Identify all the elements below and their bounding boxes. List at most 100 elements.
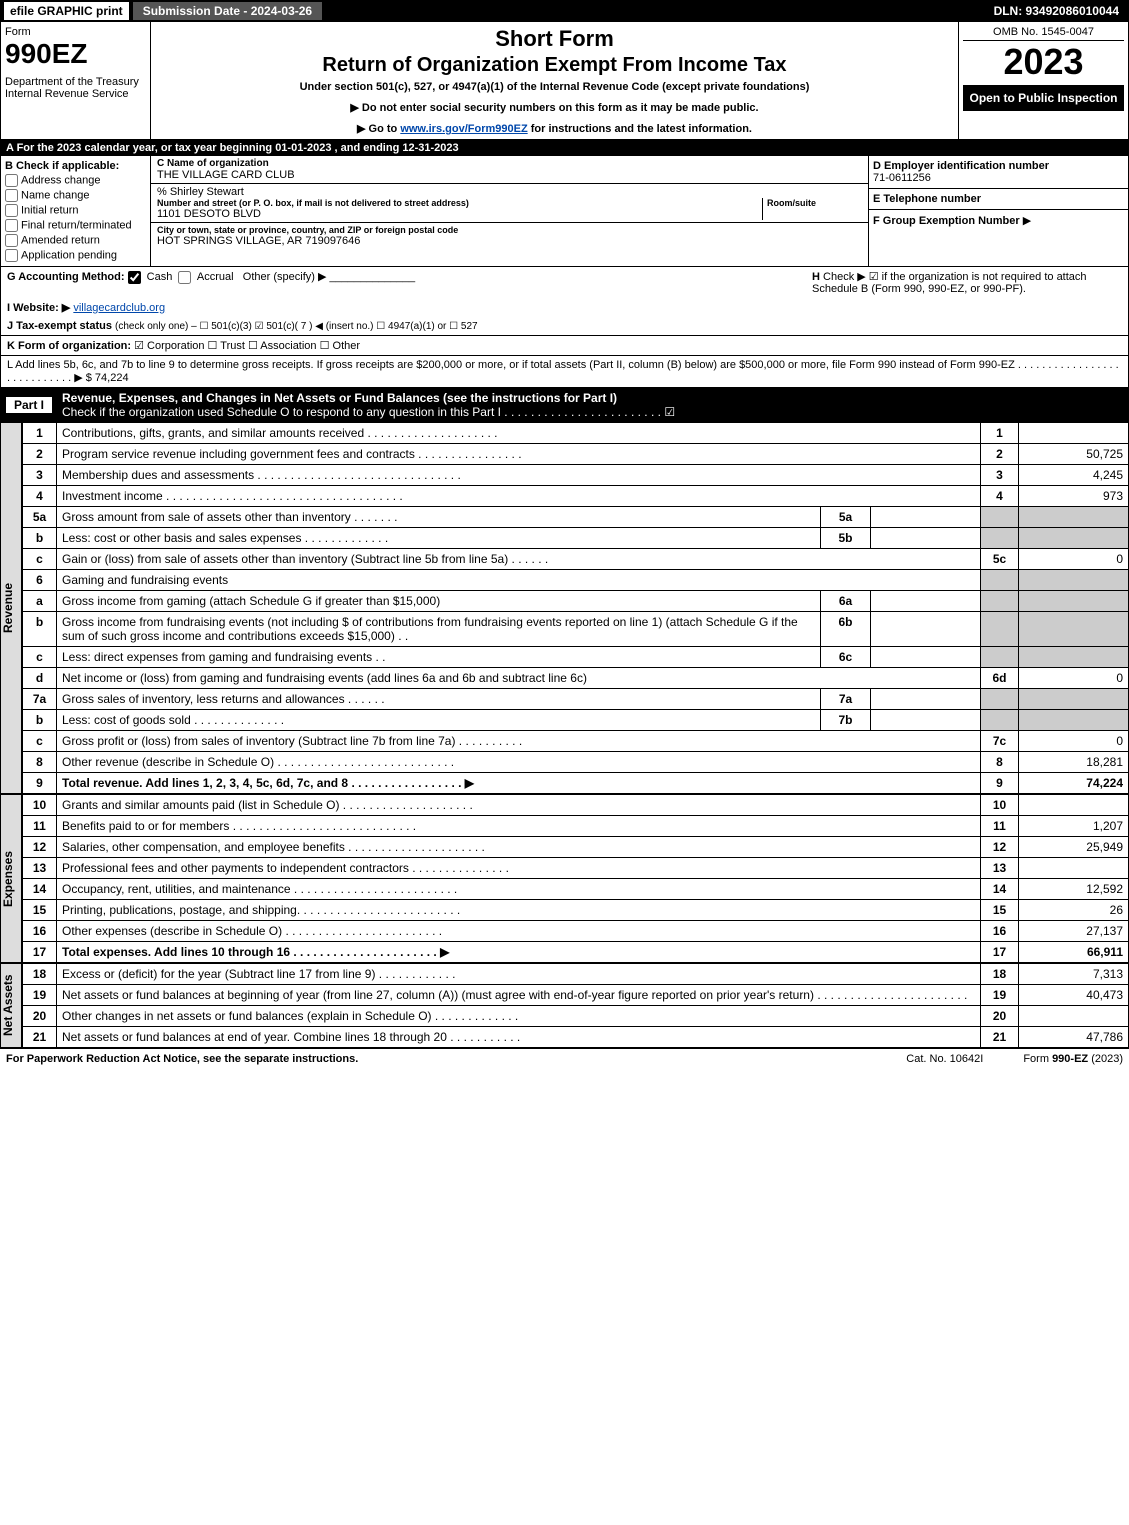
part-1-header: Part I Revenue, Expenses, and Changes in… [0, 388, 1129, 422]
line-6b: bGross income from fundraising events (n… [23, 612, 1129, 647]
line-6: 6Gaming and fundraising events [23, 570, 1129, 591]
footer-right-bold: 990-EZ [1052, 1053, 1088, 1065]
cash-label: Cash [147, 271, 173, 283]
line-2: 2Program service revenue including gover… [23, 444, 1129, 465]
top-bar: efile GRAPHIC print Submission Date - 20… [0, 0, 1129, 22]
chk-application-pending[interactable]: Application pending [5, 249, 146, 262]
section-b-header: B Check if applicable: [5, 160, 146, 172]
line-15: 15Printing, publications, postage, and s… [23, 900, 1129, 921]
note-url-post: for instructions and the latest informat… [528, 123, 752, 135]
line-18: 18Excess or (deficit) for the year (Subt… [23, 964, 1129, 985]
line-21: 21Net assets or fund balances at end of … [23, 1027, 1129, 1048]
chk-amended-return-label: Amended return [21, 234, 100, 246]
phone-label: E Telephone number [873, 193, 1124, 205]
part-1-subtitle: Check if the organization used Schedule … [62, 405, 675, 419]
row-a: A For the 2023 calendar year, or tax yea… [0, 140, 1129, 156]
org-name: THE VILLAGE CARD CLUB [157, 169, 862, 181]
chk-name-change[interactable]: Name change [5, 189, 146, 202]
net-table: 18Excess or (deficit) for the year (Subt… [22, 963, 1129, 1048]
revenue-sidebar: Revenue [0, 422, 22, 794]
form-number: 990EZ [5, 38, 146, 70]
chk-address-change-label: Address change [21, 174, 101, 186]
chk-final-return-label: Final return/terminated [21, 219, 132, 231]
note-url: ▶ Go to www.irs.gov/Form990EZ for instru… [159, 122, 950, 135]
section-def: D Employer identification number 71-0611… [868, 156, 1128, 266]
chk-initial-return[interactable]: Initial return [5, 204, 146, 217]
street-label: Number and street (or P. O. box, if mail… [157, 198, 762, 208]
chk-address-change[interactable]: Address change [5, 174, 146, 187]
line-5c: cGain or (loss) from sale of assets othe… [23, 549, 1129, 570]
line-5a: 5aGross amount from sale of assets other… [23, 507, 1129, 528]
arrow-icon: ▶ [1023, 215, 1031, 227]
line-6a: aGross income from gaming (attach Schedu… [23, 591, 1129, 612]
city: HOT SPRINGS VILLAGE, AR 719097646 [157, 235, 862, 247]
tax-year: 2023 [963, 41, 1124, 83]
line-i-label: I Website: ▶ [7, 302, 70, 314]
line-12: 12Salaries, other compensation, and empl… [23, 837, 1129, 858]
footer-cat: Cat. No. 10642I [906, 1053, 983, 1065]
chk-cash[interactable] [128, 271, 141, 284]
net-assets-section: Net Assets 18Excess or (deficit) for the… [0, 963, 1129, 1048]
line-9: 9Total revenue. Add lines 1, 2, 3, 4, 5c… [23, 773, 1129, 794]
line-20: 20Other changes in net assets or fund ba… [23, 1006, 1129, 1027]
line-g-label: G Accounting Method: [7, 271, 125, 283]
accrual-label: Accrual [197, 271, 234, 283]
section-bcdef: B Check if applicable: Address change Na… [0, 156, 1129, 267]
line-17: 17Total expenses. Add lines 10 through 1… [23, 942, 1129, 963]
line-k-label: K Form of organization: [7, 340, 131, 352]
care-of: % Shirley Stewart [157, 186, 862, 198]
page-footer: For Paperwork Reduction Act Notice, see … [0, 1048, 1129, 1069]
chk-amended-return[interactable]: Amended return [5, 234, 146, 247]
efile-label: efile GRAPHIC print [4, 2, 129, 20]
expenses-sidebar: Expenses [0, 794, 22, 963]
omb-number: OMB No. 1545-0047 [963, 26, 1124, 41]
line-k-text: ☑ Corporation ☐ Trust ☐ Association ☐ Ot… [134, 340, 360, 352]
chk-name-change-label: Name change [21, 189, 90, 201]
other-label: Other (specify) ▶ [243, 271, 327, 283]
dln: DLN: 93492086010044 [994, 4, 1125, 18]
line-h: H Check ▶ ☑ if the organization is not r… [802, 270, 1122, 295]
section-b: B Check if applicable: Address change Na… [1, 156, 151, 266]
open-inspection: Open to Public Inspection [963, 85, 1124, 111]
ein: 71-0611256 [873, 172, 1124, 184]
submission-date: Submission Date - 2024-03-26 [133, 2, 322, 20]
chk-accrual[interactable] [178, 271, 191, 284]
chk-application-pending-label: Application pending [21, 249, 117, 261]
irs-link[interactable]: www.irs.gov/Form990EZ [400, 123, 527, 135]
expenses-table: 10Grants and similar amounts paid (list … [22, 794, 1129, 963]
return-title: Return of Organization Exempt From Incom… [159, 54, 950, 77]
line-16: 16Other expenses (describe in Schedule O… [23, 921, 1129, 942]
line-8: 8Other revenue (describe in Schedule O) … [23, 752, 1129, 773]
line-14: 14Occupancy, rent, utilities, and mainte… [23, 879, 1129, 900]
section-ghij: H Check ▶ ☑ if the organization is not r… [0, 267, 1129, 336]
org-name-label: C Name of organization [157, 158, 862, 169]
chk-final-return[interactable]: Final return/terminated [5, 219, 146, 232]
revenue-table: 1Contributions, gifts, grants, and simil… [22, 422, 1129, 794]
line-11: 11Benefits paid to or for members . . . … [23, 816, 1129, 837]
line-7b: bLess: cost of goods sold . . . . . . . … [23, 710, 1129, 731]
net-sidebar: Net Assets [0, 963, 22, 1048]
footer-right-post: (2023) [1088, 1053, 1123, 1065]
dept-label: Department of the Treasury Internal Reve… [5, 76, 146, 100]
line-3: 3Membership dues and assessments . . . .… [23, 465, 1129, 486]
line-1: 1Contributions, gifts, grants, and simil… [23, 423, 1129, 444]
subtitle: Under section 501(c), 527, or 4947(a)(1)… [159, 81, 950, 93]
chk-initial-return-label: Initial return [21, 204, 78, 216]
short-form-title: Short Form [159, 26, 950, 52]
ein-label: D Employer identification number [873, 160, 1124, 172]
website-link[interactable]: villagecardclub.org [73, 302, 165, 314]
line-7a: 7aGross sales of inventory, less returns… [23, 689, 1129, 710]
group-exempt-label: F Group Exemption Number [873, 215, 1020, 227]
part-1-title: Revenue, Expenses, and Changes in Net As… [62, 391, 617, 405]
note-url-pre: ▶ Go to [357, 123, 400, 135]
footer-right: Form 990-EZ (2023) [1023, 1053, 1123, 1065]
line-6d: dNet income or (loss) from gaming and fu… [23, 668, 1129, 689]
line-13: 13Professional fees and other payments t… [23, 858, 1129, 879]
line-5b: bLess: cost or other basis and sales exp… [23, 528, 1129, 549]
part-1-label: Part I [6, 397, 52, 413]
line-j-label: J Tax-exempt status [7, 320, 112, 332]
line-j-text: (check only one) – ☐ 501(c)(3) ☑ 501(c)(… [115, 321, 478, 332]
expenses-section: Expenses 10Grants and similar amounts pa… [0, 794, 1129, 963]
line-4: 4Investment income . . . . . . . . . . .… [23, 486, 1129, 507]
line-10: 10Grants and similar amounts paid (list … [23, 795, 1129, 816]
